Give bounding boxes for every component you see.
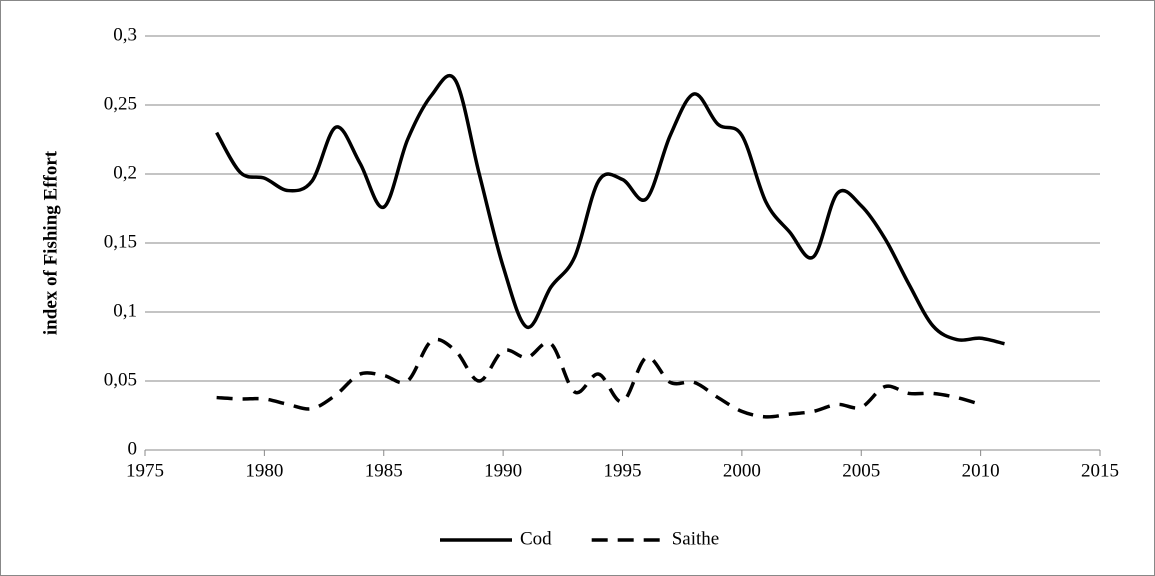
y-tick-label: 0,05 [104,369,137,390]
data-line [216,337,982,419]
y-tick-label: 0 [128,438,138,459]
x-tick-label: 2015 [1081,460,1119,481]
y-tick-label: 0,15 [104,231,137,252]
legend-label: Saithe [672,528,720,549]
y-tick-label: 0,25 [104,93,137,114]
x-tick-label: 2000 [723,460,761,481]
x-tick-label: 1980 [245,460,283,481]
y-tick-label: 0,3 [113,24,137,45]
x-tick-label: 1985 [365,460,403,481]
x-tick-label: 1995 [604,460,642,481]
x-tick-label: 1975 [126,460,164,481]
legend-label: Cod [520,528,552,549]
y-axis-label: index of Fishing Effort [40,150,61,335]
y-tick-label: 0,2 [113,162,137,183]
x-tick-label: 2005 [842,460,880,481]
y-tick-label: 0,1 [113,300,137,321]
x-tick-label: 1990 [484,460,522,481]
data-line [215,73,1005,346]
x-tick-label: 2010 [962,460,1000,481]
